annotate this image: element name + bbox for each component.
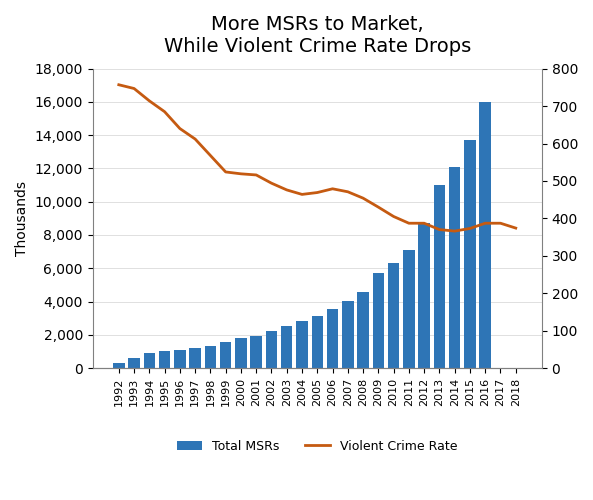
Bar [388, 264, 399, 368]
Y-axis label: Thousands: Thousands [15, 181, 29, 256]
Bar [205, 346, 216, 368]
Violent Crime Rate [420, 220, 428, 226]
Title: More MSRs to Market,
While Violent Crime Rate Drops: More MSRs to Market, While Violent Crime… [164, 15, 471, 56]
Bar [189, 348, 201, 368]
Violent Crime Rate [512, 225, 519, 231]
Violent Crime Rate [192, 136, 199, 142]
Violent Crime Rate [314, 190, 321, 196]
Violent Crime Rate [161, 108, 168, 114]
Violent Crime Rate [329, 186, 336, 192]
Violent Crime Rate [130, 86, 138, 91]
Violent Crime Rate [375, 204, 382, 210]
Bar [372, 273, 384, 368]
Violent Crime Rate [298, 192, 305, 198]
Bar [159, 352, 170, 368]
Line: Violent Crime Rate: Violent Crime Rate [119, 85, 516, 231]
Bar [433, 185, 445, 368]
Bar [113, 363, 125, 368]
Bar [327, 309, 338, 368]
Bar [235, 338, 247, 368]
Violent Crime Rate [283, 187, 291, 193]
Bar [480, 102, 491, 368]
Bar [144, 353, 155, 368]
Bar [342, 300, 353, 368]
Violent Crime Rate [146, 98, 153, 104]
Violent Crime Rate [115, 82, 122, 88]
Violent Crime Rate [406, 220, 413, 226]
Bar [220, 342, 231, 368]
Bar [128, 358, 140, 368]
Bar [403, 250, 415, 368]
Bar [464, 140, 476, 368]
Violent Crime Rate [482, 220, 489, 226]
Violent Crime Rate [451, 228, 458, 234]
Violent Crime Rate [436, 226, 443, 232]
Violent Crime Rate [207, 152, 214, 158]
Legend: Total MSRs, Violent Crime Rate: Total MSRs, Violent Crime Rate [173, 434, 462, 458]
Bar [281, 326, 292, 368]
Violent Crime Rate [253, 172, 260, 178]
Violent Crime Rate [176, 126, 183, 132]
Bar [358, 292, 369, 368]
Violent Crime Rate [268, 180, 275, 186]
Bar [266, 332, 277, 368]
Violent Crime Rate [390, 214, 397, 220]
Violent Crime Rate [222, 169, 229, 175]
Bar [449, 167, 460, 368]
Violent Crime Rate [237, 171, 244, 177]
Violent Crime Rate [497, 220, 504, 226]
Bar [296, 322, 308, 368]
Violent Crime Rate [467, 226, 474, 232]
Bar [419, 224, 430, 368]
Bar [311, 316, 323, 368]
Bar [250, 336, 262, 368]
Bar [174, 350, 186, 368]
Violent Crime Rate [359, 195, 366, 201]
Violent Crime Rate [345, 189, 352, 195]
